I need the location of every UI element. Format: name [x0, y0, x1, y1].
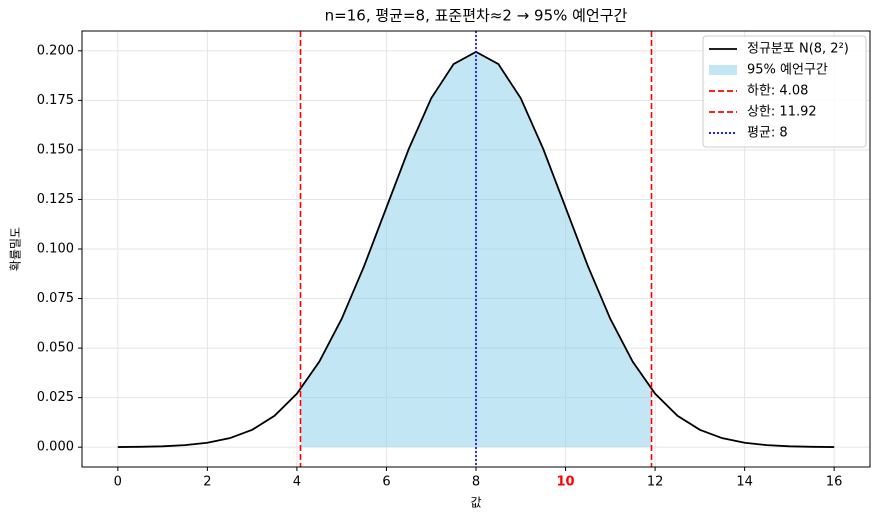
y-tick-label: 0.050 [37, 341, 74, 356]
legend-label: 95% 예언구간 [747, 63, 828, 78]
legend-label: 하한: 4.08 [747, 84, 808, 99]
x-tick-label: 4 [293, 475, 301, 490]
y-tick-label: 0.000 [37, 440, 74, 455]
x-tick-label: 8 [472, 475, 480, 490]
y-tick-label: 0.025 [37, 390, 74, 405]
x-axis-label: 값 [470, 496, 481, 510]
x-tick-label: 0 [114, 475, 122, 490]
legend-box [702, 35, 867, 148]
interval-area [300, 51, 652, 448]
x-tick-label: 6 [382, 475, 390, 490]
x-tick-label: 16 [826, 475, 843, 490]
legend-label: 정규분포 N(8, 2²) [747, 42, 849, 57]
x-tick-label: 10 [556, 475, 574, 490]
legend-swatch [709, 65, 737, 75]
y-tick-label: 0.075 [37, 291, 74, 306]
x-tick-label: 12 [647, 475, 664, 490]
plot-frame [81, 30, 871, 468]
x-tick-label: 2 [203, 475, 211, 490]
x-tick-label: 14 [736, 475, 753, 490]
legend-label: 상한: 11.92 [747, 105, 817, 120]
legend-label: 평균: 8 [747, 126, 788, 141]
y-tick-label: 0.175 [37, 93, 74, 108]
chart-title: n=16, 평균=8, 표준편차≈2 → 95% 예언구간 [325, 7, 628, 25]
y-tick-label: 0.150 [37, 142, 74, 157]
y-axis-label: 확률밀도 [9, 227, 23, 271]
y-tick-label: 0.125 [37, 192, 74, 207]
y-tick-label: 0.200 [37, 43, 74, 58]
y-tick-label: 0.100 [37, 242, 74, 257]
